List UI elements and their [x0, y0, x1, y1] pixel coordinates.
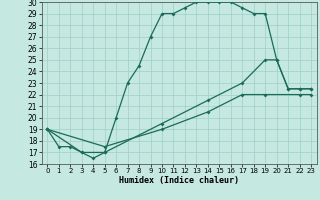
- X-axis label: Humidex (Indice chaleur): Humidex (Indice chaleur): [119, 176, 239, 185]
